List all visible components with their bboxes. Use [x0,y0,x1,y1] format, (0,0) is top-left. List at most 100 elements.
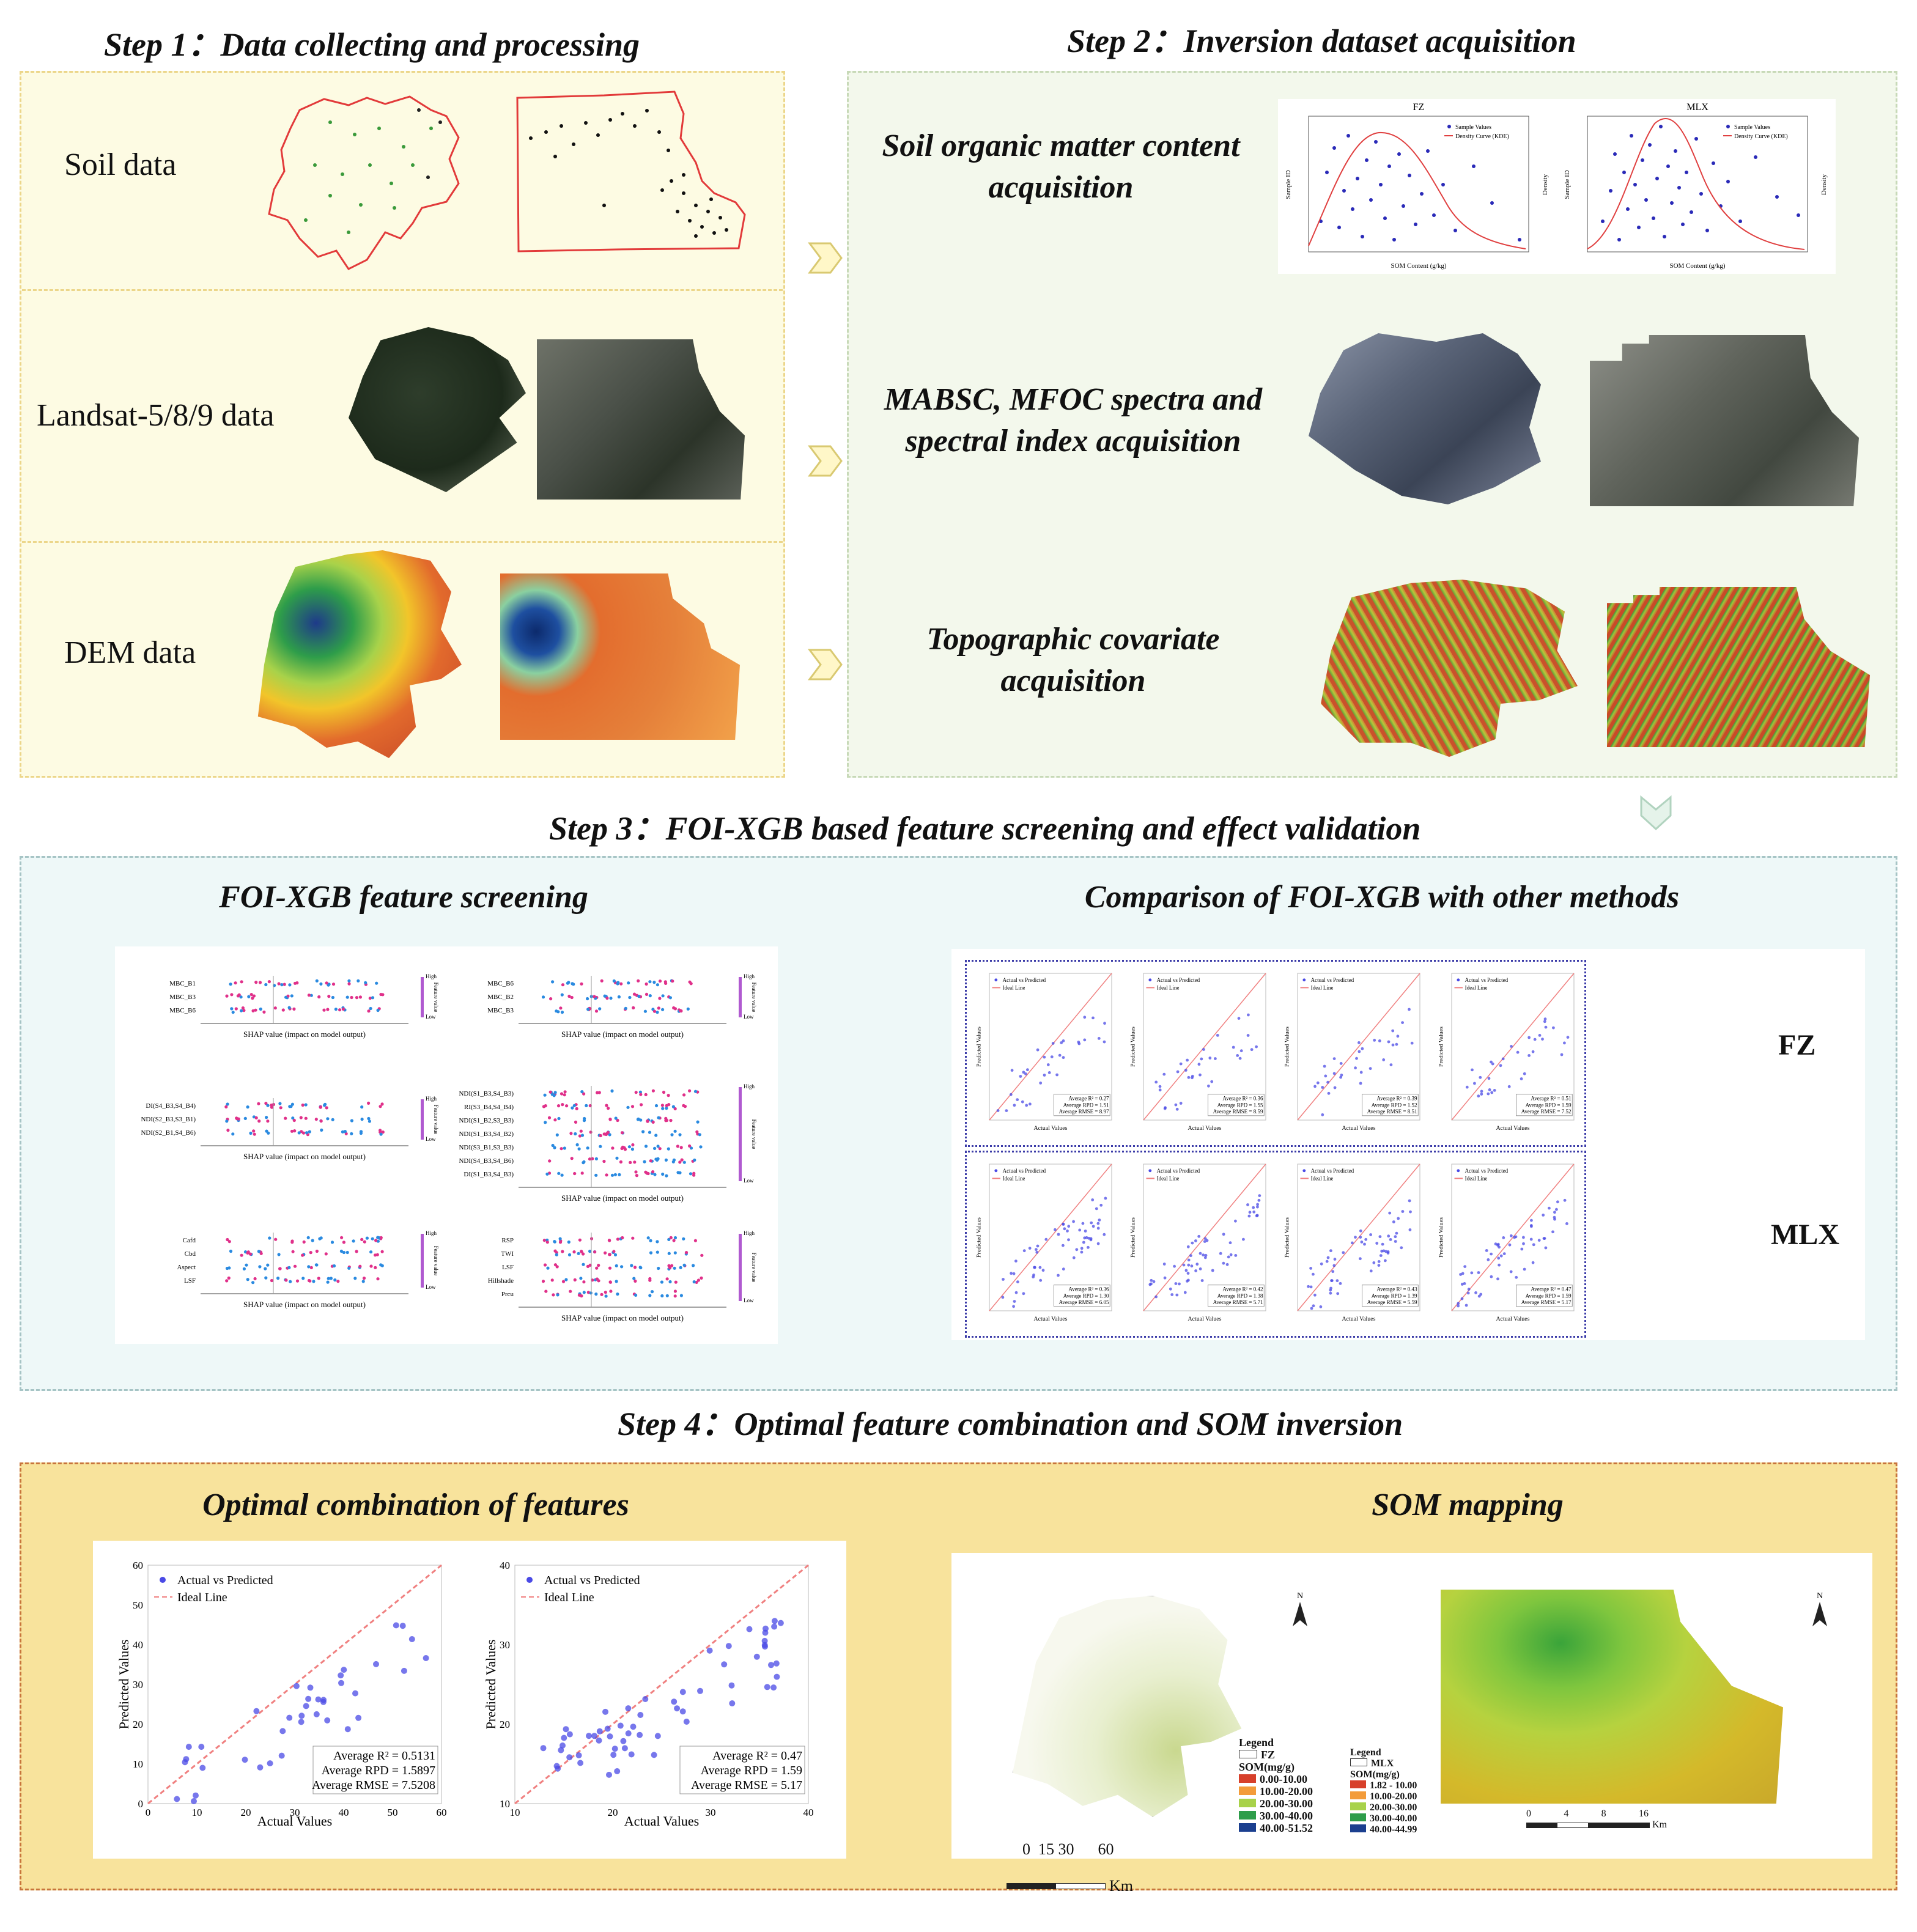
shap-point [632,992,637,996]
shap-point [577,1147,581,1151]
shap-point [609,1289,613,1293]
scatter-point [1394,1240,1397,1243]
shap-point [549,1090,552,1094]
shap-xlabel: SHAP value (impact on model output) [243,1030,366,1039]
shap-point [380,1250,384,1253]
shap-point [307,1265,311,1269]
scatter-point [1066,1230,1069,1233]
shap-point [580,1250,583,1253]
shap-point [290,1129,294,1133]
scatter-point [1542,1214,1545,1217]
scatter-point [1044,1237,1048,1241]
shap-feature-label: NDI(S4_B3,S4_B6) [459,1157,514,1165]
som-density-figure: FZ Sample Values Density Curve (KDE) SOM… [1278,99,1836,274]
shap-feature-label: Hillshade [488,1277,514,1285]
shap-point [226,1102,229,1106]
x-axis-label: Actual Values [1496,1125,1530,1132]
shap-point [224,1105,228,1108]
scatter-point [1324,1074,1328,1078]
scatter-point [1408,1199,1411,1203]
scatter-point [1258,1194,1261,1197]
x-tick-label: 30 [290,1807,300,1818]
scatter-point [1195,1263,1199,1266]
shap-point [620,1131,624,1135]
shap-point [676,1145,679,1148]
scatter-point [1246,1203,1249,1206]
shap-point [294,981,297,985]
y-axis-label: Predicted Values [1438,1217,1445,1258]
metrics-box [1362,1094,1419,1116]
metrics-box [679,1746,805,1794]
scatter-point [1089,1237,1093,1241]
shap-point [682,1263,686,1267]
y-axis-label: Predicted Values [1130,1217,1137,1258]
shap-point [276,1277,280,1280]
scatter-point [1368,1067,1372,1071]
shap-xlabel: SHAP value (impact on model output) [243,1152,366,1161]
shap-point [315,1263,319,1267]
legend-points-label: Actual vs Predicted [1465,1168,1509,1174]
mlx-row-label: MLX [1771,1219,1839,1251]
shap-point [374,1239,378,1242]
shap-point [679,1266,682,1269]
shap-point [661,1008,665,1011]
scatter-point [1531,1050,1535,1053]
scatter-point [1238,1056,1242,1060]
scatter-plot: Actual vs Predicted Ideal Line Average R² … [1438,973,1575,1132]
shap-feature-label: MBC_B2 [487,994,514,1001]
shap-point [367,1101,371,1105]
shap-point [657,1266,660,1270]
shap-point [315,1249,319,1253]
scatter-point [1205,1239,1209,1242]
legend-class: 10.00-20.00 [1350,1791,1417,1802]
shap-point [329,1277,333,1280]
shap-point [688,980,692,984]
scatter-point [1043,1074,1046,1077]
shap-point [696,1120,700,1124]
shap-point [379,992,383,997]
legend-line-label: Ideal Line [544,1591,594,1604]
scatter-point [1062,1244,1065,1247]
legend-points-label: Actual vs Predicted [1003,1168,1046,1174]
shap-point [682,1160,686,1164]
shap-feature-label: DI(S1_B3,S4_B3) [464,1171,514,1178]
scatter-point [320,1697,327,1703]
metric-r2: Average R² = 0.27 [1068,1096,1109,1102]
shap-feature-label: NDI(S2_B1,S4_B6) [141,1129,196,1137]
shap-point [342,1250,345,1255]
scatter-point [1022,1071,1025,1074]
shap-point [570,1157,574,1160]
shap-point [309,1266,313,1269]
shap-point [610,1089,614,1093]
dem-data-label: DEM data [64,635,196,670]
scatter-point [1488,1088,1491,1091]
scatter-point [1197,1063,1201,1066]
shap-point [656,983,659,987]
shap-point [693,1158,696,1162]
scatter-point [1333,1258,1337,1261]
metric-rmse: Average RMSE = 8.97 [1059,1108,1109,1115]
shap-point [360,1237,364,1241]
y-tick-label: 60 [133,1560,143,1571]
shap-point [284,1278,288,1282]
scatter-point [1477,1294,1481,1298]
scatter-point [344,1726,351,1733]
scatter-plot: Actual vs Predicted Ideal Line Average R² … [1130,1163,1266,1322]
shap-point [353,1277,357,1280]
svg-text:Sample ID: Sample ID [1564,170,1571,199]
scatter-point [1529,1237,1533,1241]
scatter-point [620,1738,627,1744]
scatter-point [1312,1272,1315,1276]
scatter-point [1372,1261,1376,1264]
scatter-point [1493,1089,1496,1092]
scatter-point [1170,1293,1174,1296]
shap-point [376,1008,380,1012]
scatter-point [1014,1259,1018,1263]
shap-point [657,1116,660,1119]
svg-text:Sample Values: Sample Values [1734,124,1770,131]
shap-point [578,1134,582,1138]
shap-point [615,1156,619,1160]
scatter-point [1335,1279,1339,1283]
north-arrow-icon: N [1812,1591,1827,1626]
scatter-point [1032,1275,1035,1278]
